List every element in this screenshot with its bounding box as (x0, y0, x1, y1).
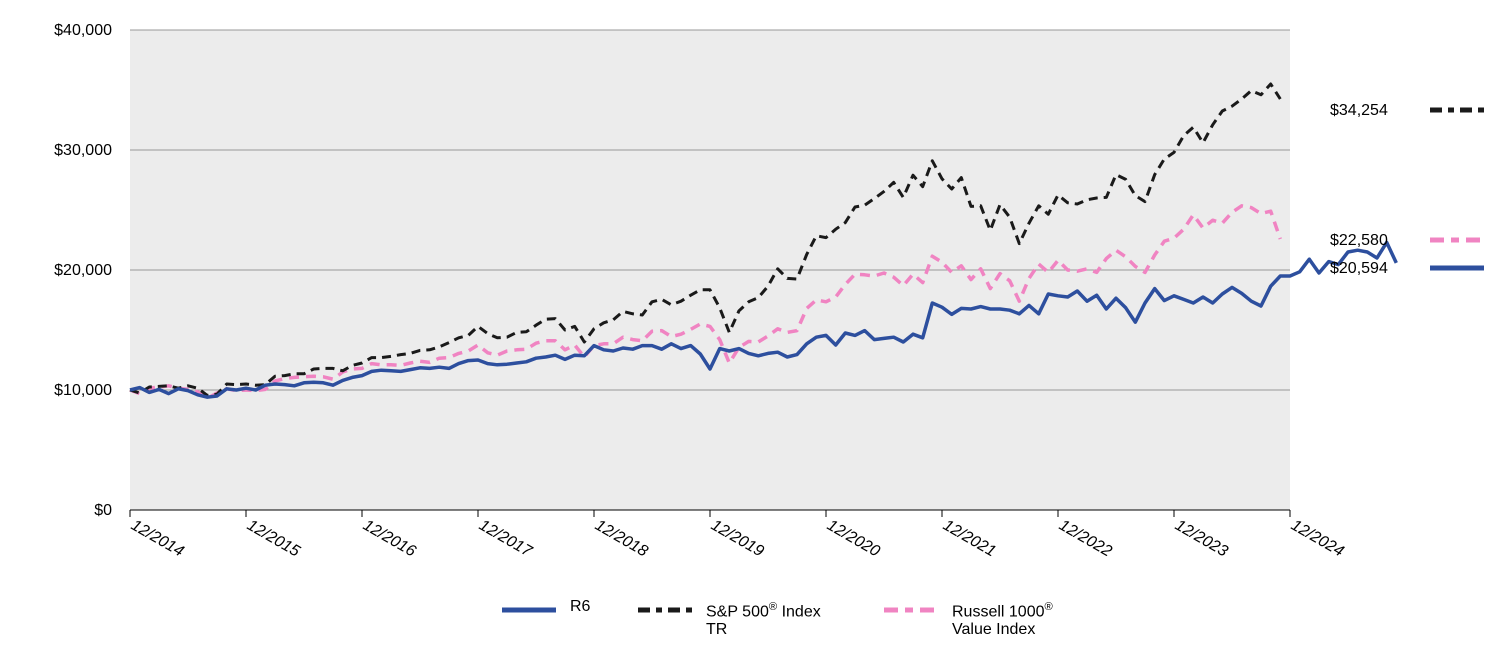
x-tick-label: 12/2016 (360, 517, 419, 561)
growth-chart: $0 $10,000 $20,000 $30,000 $40,000 12/2014 12/… (0, 0, 1500, 660)
x-tick-label-group: 12/2022 (1056, 517, 1115, 561)
x-tick-label: 12/2024 (1288, 517, 1347, 561)
y-tick-label: $40,000 (54, 22, 112, 39)
x-tick-label: 12/2015 (244, 517, 303, 561)
x-tick-label-group: 12/2014 (128, 517, 187, 561)
x-tick-label-group: 12/2021 (940, 517, 999, 561)
end-value-r1000v: $22,580 (1330, 232, 1388, 249)
legend-label-sp500: S&P 500® IndexTR (706, 598, 866, 642)
x-tick-label: 12/2020 (824, 517, 883, 561)
x-tick-label: 12/2023 (1172, 517, 1231, 561)
end-value-sp500: $34,254 (1330, 102, 1388, 119)
x-tick-label-group: 12/2018 (592, 517, 651, 561)
x-tick-label: 12/2021 (940, 517, 999, 561)
x-tick-label-group: 12/2020 (824, 517, 883, 561)
end-value-r6: $20,594 (1330, 260, 1388, 277)
legend-label-r6: R6 (570, 598, 620, 642)
x-tick-label-group: 12/2016 (360, 517, 419, 561)
x-tick-label: 12/2018 (592, 517, 651, 561)
x-tick-label: 12/2019 (708, 517, 767, 561)
x-tick-label: 12/2022 (1056, 517, 1115, 561)
x-tick-label-group: 12/2024 (1288, 517, 1347, 561)
legend-label-r1000v: Russell 1000®Value Index (952, 598, 1112, 642)
y-tick-label: $20,000 (54, 262, 112, 279)
x-tick-label: 12/2017 (476, 517, 536, 561)
y-tick-label: $0 (94, 502, 112, 519)
x-tick-label-group: 12/2017 (476, 517, 536, 561)
y-tick-label: $30,000 (54, 142, 112, 159)
x-tick-label: 12/2014 (128, 517, 187, 561)
x-tick-label-group: 12/2023 (1172, 517, 1231, 561)
x-tick-label-group: 12/2019 (708, 517, 767, 561)
y-tick-label: $10,000 (54, 382, 112, 399)
x-tick-label-group: 12/2015 (244, 517, 303, 561)
